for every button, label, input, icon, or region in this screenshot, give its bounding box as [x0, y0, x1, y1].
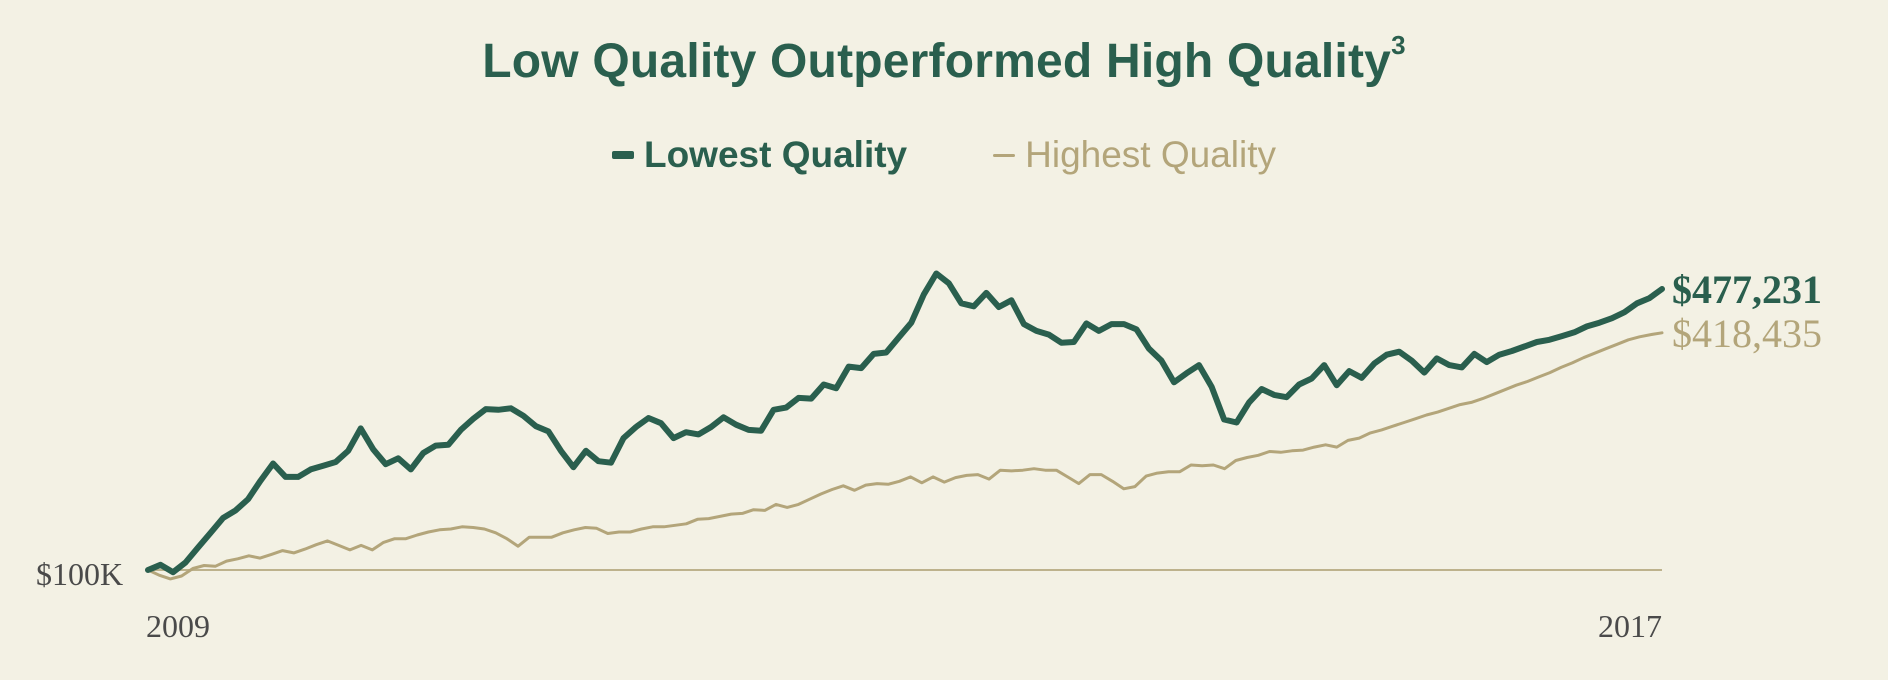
chart-title-text: Low Quality Outperformed High Quality	[482, 35, 1392, 88]
chart-legend: Lowest Quality Highest Quality	[0, 134, 1888, 176]
end-label-highest-quality: $418,435	[1672, 311, 1822, 356]
legend-item-lowest-quality: Lowest Quality	[611, 134, 908, 176]
chart-title: Low Quality Outperformed High Quality3	[0, 30, 1888, 89]
x-axis-label-end: 2017	[1598, 608, 1662, 644]
series-line-lowest-quality	[145, 270, 1665, 576]
x-axis-label-start: 2009	[146, 608, 210, 644]
legend-label-lowest-quality: Lowest Quality	[643, 134, 908, 175]
end-label-lowest-quality: $477,231	[1672, 267, 1822, 312]
legend-swatch-lowest-quality	[611, 151, 634, 159]
y-axis-label-100k: $100K	[36, 556, 123, 592]
legend-swatch-highest-quality	[993, 153, 1016, 157]
legend-label-highest-quality: Highest Quality	[1025, 134, 1277, 175]
legend-item-highest-quality: Highest Quality	[993, 134, 1276, 176]
chart-title-footnote: 3	[1391, 30, 1406, 60]
series-line-highest-quality	[146, 331, 1664, 581]
